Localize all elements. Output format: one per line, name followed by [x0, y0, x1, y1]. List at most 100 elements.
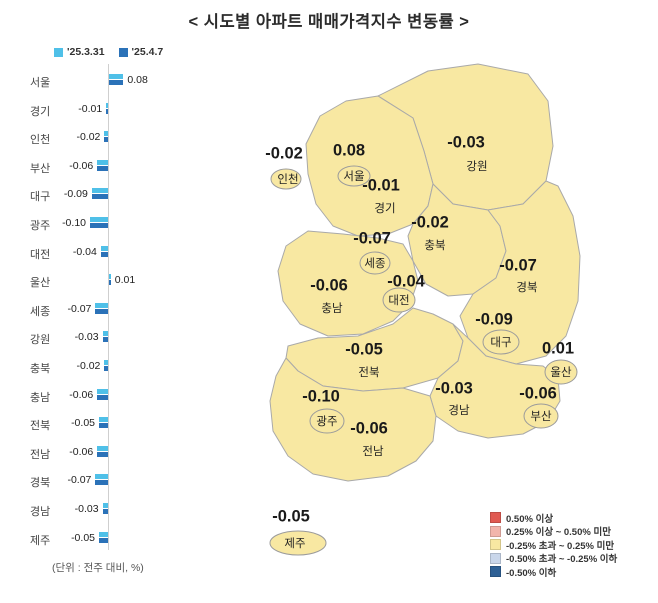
map-value-gyeonggi: -0.01	[362, 176, 400, 195]
bar-prev-week	[97, 159, 108, 165]
map-value-chungbuk: -0.02	[411, 213, 449, 232]
region-label: 부산	[30, 162, 51, 175]
map-legend-label: -0.25% 초과 ~ 0.25% 미만	[506, 540, 615, 552]
region-label: 강원	[30, 334, 51, 347]
bar-curr-week	[109, 80, 124, 85]
map-name-chungbuk: 충북	[424, 240, 446, 252]
map-name-gyeongnam: 경남	[448, 405, 470, 417]
bar-legend-item: '25.4.7	[118, 46, 163, 58]
map-legend-label: 0.50% 이상	[506, 513, 554, 525]
sejong-region	[359, 251, 391, 275]
map-name-gwangju: 광주	[316, 416, 338, 428]
map-name-jeju: 제주	[284, 538, 306, 550]
bar-row: 서울 0.08	[8, 66, 230, 95]
bar-curr-week	[106, 108, 108, 114]
bar-row: 충남 -0.06	[8, 381, 230, 410]
bar-curr-week	[91, 194, 108, 200]
map-name-incheon: 인천	[277, 174, 299, 186]
bar-curr-week	[99, 537, 108, 543]
region-label: 대전	[30, 248, 51, 261]
region-label: 충북	[30, 362, 51, 375]
jeonnam-region	[269, 357, 437, 482]
bar-chart-rows: 서울 0.08 경기 -0.01 인천 -0.02 부산 -0.06 대구 -0.09 광주 -0.1…	[8, 64, 230, 553]
bar-curr-week	[95, 308, 108, 314]
bar-chart-panel: '25.3.31 '25.4.7 서울 0.08 경기 -0.01 인천 -0.02 부산 -0…	[8, 46, 230, 596]
map-legend-item: -0.50% 이하	[490, 565, 617, 579]
bar-value-label: -0.02	[76, 131, 101, 144]
bar-row: 광주 -0.10	[8, 209, 230, 238]
map-value-gwangju: -0.10	[302, 387, 340, 406]
map-name-seoul: 서울	[343, 171, 365, 183]
korea-map-svg	[269, 63, 581, 556]
map-value-gangwon: -0.03	[447, 133, 485, 152]
region-label: 경북	[30, 477, 51, 490]
map-legend-item: -0.25% 초과 ~ 0.25% 미만	[490, 538, 617, 552]
bar-value-label: -0.05	[71, 417, 95, 430]
bar-prev-week	[109, 274, 111, 280]
bar-row: 대전 -0.04	[8, 238, 230, 267]
bar-curr-week	[102, 337, 108, 343]
bar-value-label: -0.03	[74, 502, 99, 515]
map-name-jeonbuk: 전북	[358, 367, 380, 379]
bar-value-label: -0.05	[71, 531, 95, 544]
region-label: 인천	[30, 134, 51, 147]
map-legend-swatch-icon	[490, 512, 501, 524]
region-label: 경남	[30, 505, 51, 518]
bar-row: 전북 -0.05	[8, 409, 230, 438]
map-name-daegu: 대구	[490, 337, 512, 349]
jeju-region	[269, 530, 327, 556]
seoul-region	[337, 165, 371, 187]
map-value-chungnam: -0.06	[310, 276, 348, 295]
bar-prev-week	[99, 417, 108, 423]
bar-prev-week	[95, 474, 108, 480]
bar-row: 경기 -0.01	[8, 95, 230, 124]
map-value-gyeongbuk: -0.07	[499, 256, 537, 275]
bar-prev-week	[97, 445, 108, 451]
bar-row: 인천 -0.02	[8, 123, 230, 152]
bar-curr-week	[99, 423, 108, 429]
zero-axis-line	[108, 64, 109, 551]
unit-footnote: (단위 : 전주 대비, %)	[52, 562, 144, 575]
bar-row: 경남 -0.03	[8, 495, 230, 524]
map-value-daejeon: -0.04	[387, 272, 425, 291]
region-label: 경기	[30, 105, 51, 118]
map-value-gyeongnam: -0.03	[435, 379, 473, 398]
map-value-seoul: 0.08	[332, 141, 366, 160]
bar-row: 제주 -0.05	[8, 524, 230, 553]
bar-prev-week	[104, 131, 108, 137]
map-legend-item: 0.50% 이상	[490, 511, 617, 525]
map-value-incheon: -0.02	[265, 144, 303, 163]
map-value-busan: -0.06	[519, 384, 557, 403]
bar-value-label: -0.10	[62, 216, 86, 229]
bar-prev-week	[95, 302, 108, 308]
incheon-region	[270, 168, 302, 190]
bar-row: 울산 0.01	[8, 266, 230, 295]
map-legend-label: -0.50% 이하	[506, 567, 557, 579]
bar-legend-item: '25.3.31	[54, 46, 105, 58]
region-label: 대구	[30, 191, 51, 204]
bar-prev-week	[106, 102, 108, 108]
map-name-sejong: 세종	[364, 258, 386, 270]
bar-row: 충북 -0.02	[8, 352, 230, 381]
bar-curr-week	[104, 137, 108, 143]
map-value-sejong: -0.07	[353, 229, 391, 248]
bar-curr-week	[97, 165, 108, 171]
map-value-daegu: -0.09	[475, 310, 513, 329]
region-label: 서울	[30, 77, 51, 89]
bar-row: 세종 -0.07	[8, 295, 230, 324]
map-name-gyeonggi: 경기	[374, 203, 396, 215]
bar-curr-week	[90, 222, 108, 228]
map-name-gangwon: 강원	[466, 161, 488, 173]
legend-swatch-icon	[118, 47, 128, 57]
region-label: 제주	[30, 534, 51, 547]
bar-row: 부산 -0.06	[8, 152, 230, 181]
bar-prev-week	[91, 188, 108, 194]
bar-value-label: -0.03	[74, 331, 99, 344]
map-legend-swatch-icon	[490, 539, 501, 551]
bar-prev-week	[109, 74, 124, 79]
bar-curr-week	[97, 451, 108, 457]
map-name-daejeon: 대전	[388, 295, 410, 307]
ulsan-region	[544, 359, 578, 385]
map-name-ulsan: 울산	[550, 367, 572, 379]
